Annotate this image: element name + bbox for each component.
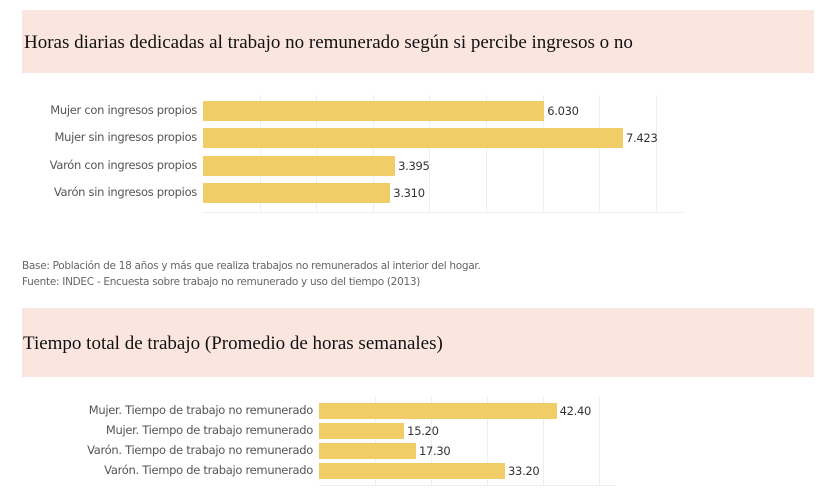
gridline: [655, 95, 657, 213]
chart1-source-note: Fuente: INDEC - Encuesta sobre trabajo n…: [22, 276, 421, 288]
category-label: Mujer. Tiempo de trabajo no remunerado: [88, 403, 314, 417]
gridline: [429, 95, 431, 213]
bar[interactable]: [319, 463, 506, 479]
gridline: [316, 95, 318, 213]
bar[interactable]: [319, 403, 557, 419]
chart1-base-note: Base: Población de 18 años y más que rea…: [22, 260, 481, 272]
chart2-title: Tiempo total de trabajo (Promedio de hor…: [23, 333, 443, 354]
value-label: 6.030: [547, 104, 579, 118]
bar[interactable]: [319, 423, 405, 439]
gridline: [487, 397, 489, 485]
gridline: [485, 95, 487, 213]
gridline: [259, 95, 261, 213]
gridline: [599, 397, 601, 485]
chart1-title: Horas diarias dedicadas al trabajo no re…: [24, 32, 633, 53]
value-label: 15.20: [407, 424, 439, 438]
category-label: Mujer con ingresos propios: [50, 103, 197, 117]
chart2-header: Tiempo total de trabajo (Promedio de hor…: [22, 308, 814, 377]
chart1-header: Horas diarias dedicadas al trabajo no re…: [22, 10, 814, 73]
bar[interactable]: [203, 101, 545, 121]
gridline: [431, 397, 433, 485]
bar[interactable]: [203, 182, 391, 203]
value-label: 42.40: [559, 404, 592, 418]
category-label: Mujer. Tiempo de trabajo remunerado: [105, 423, 313, 437]
gridline: [543, 397, 545, 485]
category-label: Varón con ingresos propios: [49, 157, 198, 172]
gridline: [599, 95, 601, 213]
gridline: [542, 95, 544, 213]
value-label: 3.310: [393, 185, 425, 200]
value-label: 33.20: [508, 464, 540, 478]
category-label: Varón sin ingresos propios: [53, 184, 197, 199]
axis-baseline: [319, 485, 616, 486]
category-label: Mujer sin ingresos propios: [54, 130, 197, 145]
bar[interactable]: [203, 128, 624, 149]
axis-baseline: [203, 212, 684, 214]
gridline: [375, 397, 377, 485]
bar[interactable]: [319, 443, 416, 459]
category-label: Varón. Tiempo de trabajo remunerado: [104, 463, 313, 477]
value-label: 17.30: [418, 444, 451, 458]
category-label: Varón. Tiempo de trabajo no remunerado: [87, 443, 313, 457]
value-label: 3.395: [398, 158, 430, 173]
gridline: [372, 95, 374, 213]
value-label: 7.423: [626, 131, 658, 146]
bar[interactable]: [203, 155, 396, 176]
